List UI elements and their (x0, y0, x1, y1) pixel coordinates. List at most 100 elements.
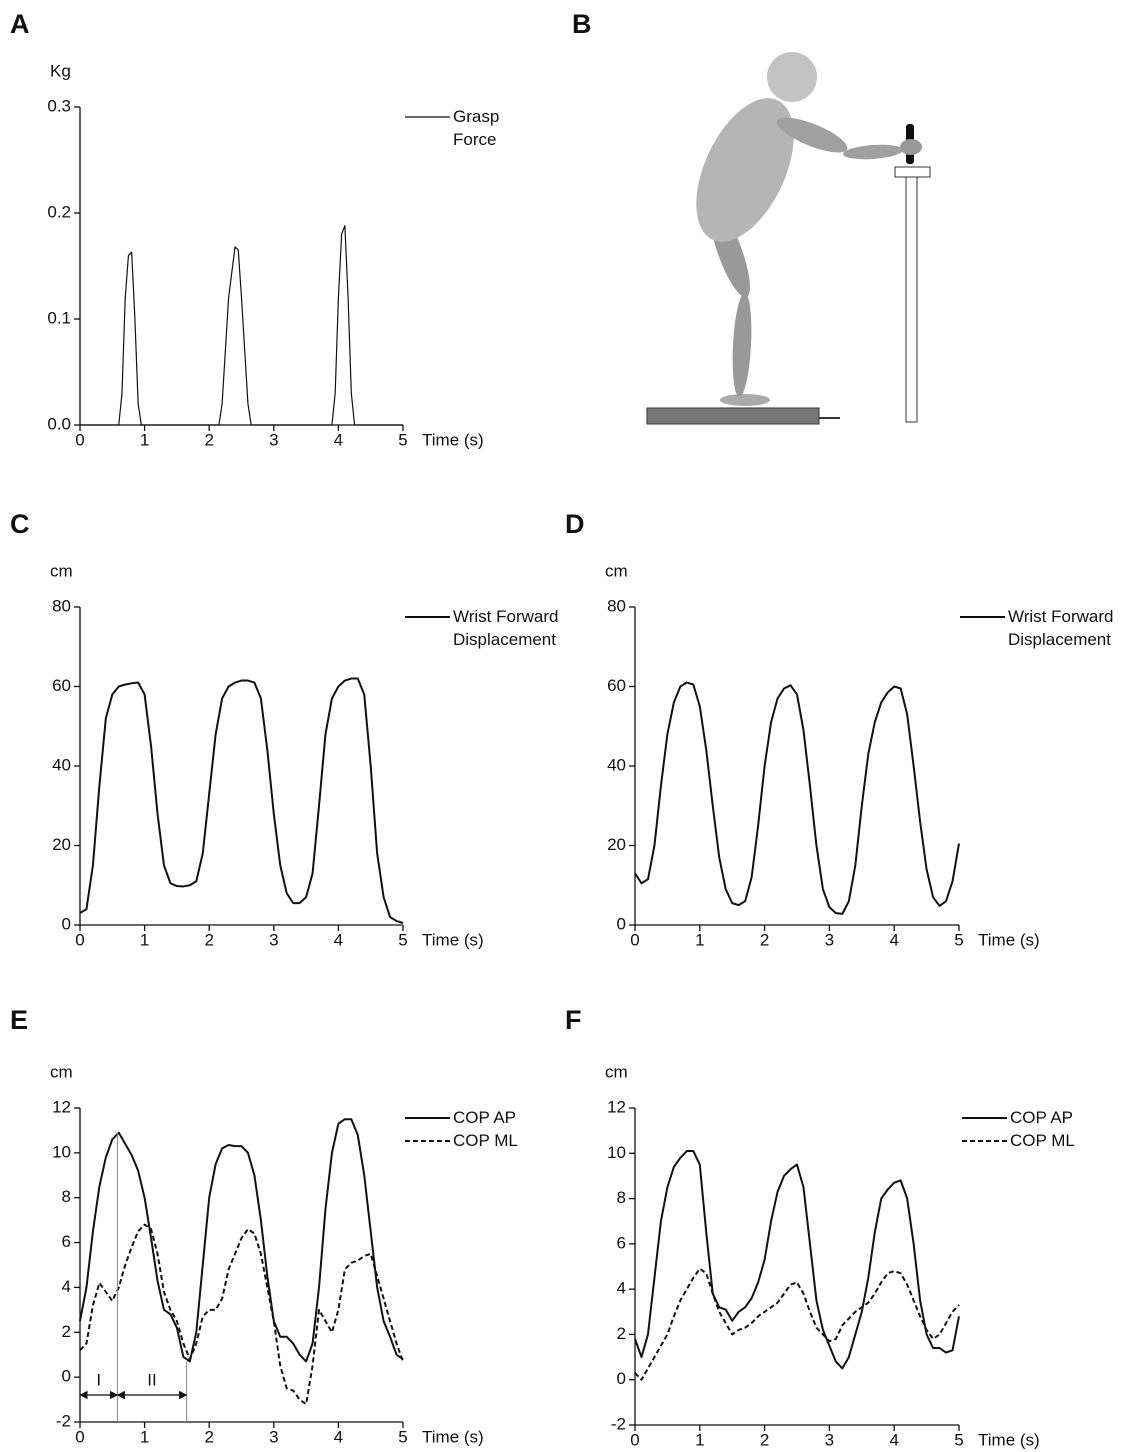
x-tick-label: 3 (825, 1430, 834, 1449)
panel-label: D (565, 509, 585, 539)
y-tick-label: -2 (56, 1411, 71, 1430)
x-axis-label: Time (s) (422, 930, 484, 949)
y-tick-label: 60 (607, 676, 626, 695)
x-tick-label: 0 (75, 430, 84, 449)
y-axis-label: Kg (50, 61, 71, 80)
y-tick-label: 0.1 (47, 308, 71, 327)
diagram-b (646, 52, 931, 425)
x-tick-label: 5 (398, 1427, 407, 1446)
y-tick-label: 2 (62, 1322, 71, 1341)
x-tick-label: 5 (954, 1430, 963, 1449)
y-tick-label: 8 (617, 1188, 626, 1207)
y-tick-label: 4 (62, 1277, 71, 1296)
series-line (79, 677, 404, 924)
y-tick-label: 40 (607, 755, 626, 774)
y-tick-label: 0 (62, 914, 71, 933)
legend-label: COP ML (453, 1131, 518, 1150)
x-tick-label: 1 (695, 1430, 704, 1449)
y-tick-label: 12 (607, 1097, 626, 1116)
head (767, 52, 817, 102)
x-tick-label: 2 (204, 1427, 213, 1446)
x-tick-label: 3 (269, 430, 278, 449)
y-tick-label: 0.3 (47, 96, 71, 115)
x-tick-label: 0 (75, 930, 84, 949)
x-tick-label: 5 (398, 930, 407, 949)
y-axis-label: cm (50, 561, 73, 580)
phase-label: II (147, 1370, 156, 1389)
x-tick-label: 4 (334, 930, 343, 949)
series-line (634, 681, 960, 915)
y-tick-label: 80 (607, 596, 626, 615)
x-tick-label: 5 (954, 930, 963, 949)
y-tick-label: 20 (607, 835, 626, 854)
panel-label: F (565, 1005, 582, 1035)
x-axis-label: Time (s) (978, 1430, 1040, 1449)
x-tick-label: 4 (334, 1427, 343, 1446)
legend-label: Wrist Forward Displacement (1008, 607, 1114, 649)
x-tick-label: 0 (75, 1427, 84, 1446)
x-tick-label: 3 (825, 930, 834, 949)
panel-label: E (10, 1005, 28, 1035)
y-tick-label: 40 (52, 755, 71, 774)
foot (720, 394, 770, 406)
x-tick-label: 0 (630, 930, 639, 949)
panel-label: C (10, 509, 30, 539)
legend-label: COP AP (453, 1108, 516, 1127)
y-tick-label: 0 (617, 914, 626, 933)
hand (900, 139, 922, 155)
torso (696, 98, 794, 242)
y-tick-label: 6 (617, 1233, 626, 1252)
y-tick-label: 8 (62, 1187, 71, 1206)
phase-label: I (96, 1370, 101, 1389)
x-tick-label: 1 (140, 930, 149, 949)
y-axis-label: cm (50, 1062, 73, 1081)
y-tick-label: 2 (617, 1324, 626, 1343)
series-line (79, 1223, 404, 1406)
forearm (843, 144, 903, 160)
legend-label: COP ML (1010, 1131, 1075, 1150)
y-tick-label: 4 (617, 1279, 626, 1298)
x-tick-label: 2 (760, 1430, 769, 1449)
x-tick-label: 2 (204, 930, 213, 949)
x-tick-label: 4 (889, 930, 898, 949)
y-tick-label: 0 (617, 1369, 626, 1388)
pole (905, 176, 918, 423)
y-axis-label: cm (605, 1062, 628, 1081)
x-tick-label: 3 (269, 930, 278, 949)
y-tick-label: 20 (52, 835, 71, 854)
x-tick-label: 2 (760, 930, 769, 949)
x-tick-label: 1 (140, 1427, 149, 1446)
panel-label: B (572, 9, 592, 39)
y-tick-label: 6 (62, 1232, 71, 1251)
x-tick-label: 1 (695, 930, 704, 949)
x-tick-label: 0 (630, 1430, 639, 1449)
x-axis-label: Time (s) (978, 930, 1040, 949)
legend-label: COP AP (1010, 1108, 1073, 1127)
series-line (80, 225, 403, 426)
force-plate (646, 407, 820, 425)
y-tick-label: 0 (62, 1367, 71, 1386)
y-tick-label: 10 (52, 1142, 71, 1161)
x-tick-label: 2 (204, 430, 213, 449)
y-tick-label: 60 (52, 676, 71, 695)
x-tick-label: 4 (889, 1430, 898, 1449)
y-axis-label: cm (605, 561, 628, 580)
y-tick-label: -2 (611, 1414, 626, 1433)
x-tick-label: 4 (334, 430, 343, 449)
legend-label: Grasp Force (453, 107, 500, 149)
y-tick-label: 0.2 (47, 202, 71, 221)
y-tick-label: 12 (52, 1097, 71, 1116)
y-tick-label: 10 (607, 1143, 626, 1162)
series-line (634, 1150, 960, 1370)
upper-arm (776, 117, 848, 153)
y-tick-label: 0.0 (47, 414, 71, 433)
series-line (79, 1118, 404, 1363)
x-tick-label: 1 (140, 430, 149, 449)
shin (732, 293, 752, 397)
x-axis-label: Time (s) (422, 430, 484, 449)
y-tick-label: 80 (52, 596, 71, 615)
panel-label: A (10, 9, 30, 39)
x-tick-label: 5 (398, 430, 407, 449)
